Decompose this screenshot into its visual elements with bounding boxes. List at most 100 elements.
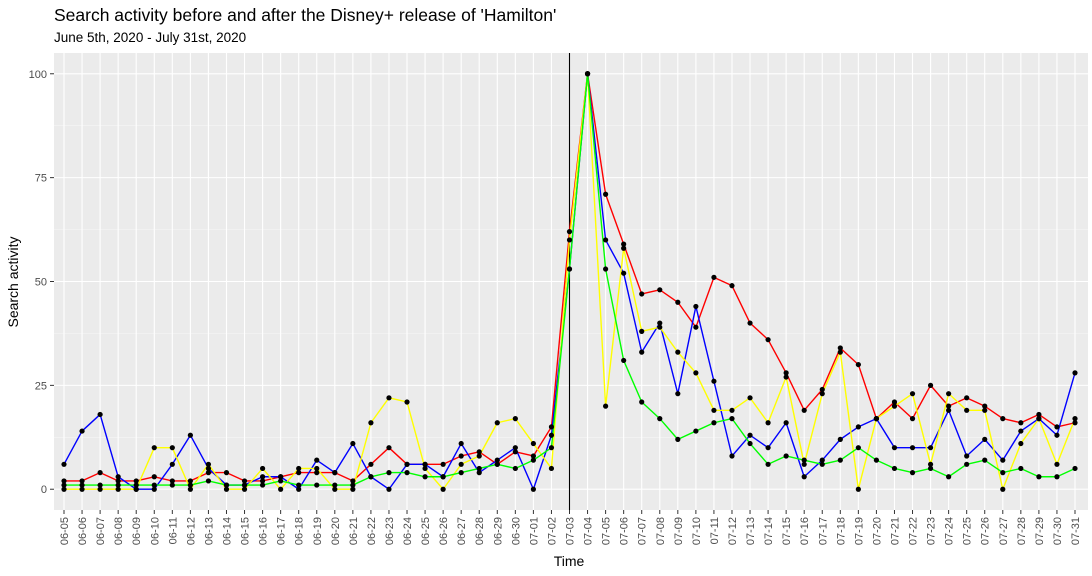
data-point	[621, 357, 627, 364]
y-tick-label: 0	[41, 484, 47, 496]
data-point	[79, 478, 85, 484]
data-point	[603, 191, 609, 197]
x-tick-label: 07-28	[1016, 517, 1028, 545]
data-point	[891, 465, 898, 472]
x-tick-label: 06-17	[276, 517, 288, 545]
data-point	[332, 482, 338, 488]
data-point	[368, 474, 374, 480]
data-point	[855, 486, 861, 492]
data-point	[603, 266, 609, 272]
data-point	[259, 465, 266, 472]
data-point	[548, 424, 555, 430]
data-point	[711, 378, 717, 384]
data-point	[1036, 416, 1042, 422]
x-tick-label: 06-20	[330, 517, 342, 545]
x-tick-label: 06-13	[203, 517, 215, 545]
data-point	[259, 478, 266, 484]
data-point	[1018, 428, 1024, 434]
data-point	[747, 440, 753, 447]
data-point	[115, 474, 121, 480]
x-tick-label: 07-03	[565, 517, 577, 545]
data-point	[458, 440, 464, 447]
data-point	[259, 482, 266, 488]
x-tick-label: 07-11	[709, 517, 721, 544]
data-point	[837, 349, 843, 355]
x-tick-label: 06-12	[185, 517, 197, 545]
data-point	[566, 266, 573, 272]
data-point	[946, 474, 952, 480]
x-tick-label: 06-21	[348, 517, 360, 545]
x-axis-title: Time	[554, 553, 585, 569]
data-point	[512, 465, 518, 472]
data-point	[1018, 440, 1024, 447]
data-point	[801, 461, 807, 467]
data-point	[151, 482, 157, 488]
data-point	[476, 453, 482, 459]
data-point	[855, 424, 861, 430]
data-point	[711, 274, 717, 280]
x-tick-label: 06-25	[420, 517, 432, 545]
data-point	[711, 420, 717, 426]
data-point	[97, 482, 103, 488]
data-point	[205, 465, 212, 472]
y-axis-title: Search activity	[5, 236, 21, 327]
data-point	[693, 370, 699, 376]
data-point	[1018, 420, 1024, 426]
x-tick-label: 06-24	[402, 517, 414, 545]
data-point	[639, 328, 645, 334]
x-tick-label: 07-24	[944, 517, 956, 545]
data-point	[548, 445, 555, 451]
data-point	[205, 478, 212, 484]
data-point	[621, 270, 627, 276]
data-point	[891, 403, 898, 409]
x-tick-label: 06-07	[95, 517, 107, 545]
data-point	[1054, 424, 1060, 430]
data-point	[404, 399, 410, 405]
data-point	[223, 482, 230, 488]
x-tick-label: 07-23	[926, 517, 938, 545]
data-point	[982, 407, 988, 413]
data-point	[169, 478, 175, 484]
x-tick-label: 06-08	[113, 517, 125, 545]
data-point	[241, 478, 248, 484]
x-tick-label: 07-04	[583, 517, 595, 545]
x-tick-label: 06-18	[294, 517, 306, 545]
data-point	[946, 403, 952, 409]
data-point	[530, 453, 536, 459]
data-point	[296, 470, 302, 476]
data-points	[61, 71, 1078, 492]
data-point	[332, 486, 338, 492]
x-tick-label: 07-13	[745, 517, 757, 545]
data-point	[187, 482, 193, 488]
x-tick-label: 06-30	[510, 517, 522, 545]
x-tick-label: 07-21	[889, 517, 901, 545]
data-point	[386, 395, 392, 401]
data-point	[1072, 465, 1078, 472]
data-point	[675, 391, 681, 397]
x-tick-label: 06-23	[384, 517, 396, 545]
data-point	[350, 486, 356, 492]
data-point	[603, 237, 609, 243]
x-tick-label: 07-20	[871, 517, 883, 545]
data-point	[278, 478, 284, 484]
x-tick-label: 07-30	[1052, 517, 1064, 545]
x-tick-label: 07-29	[1034, 517, 1046, 545]
data-point	[115, 482, 121, 488]
x-tick-label: 06-22	[366, 517, 378, 545]
x-tick-label: 07-18	[835, 517, 847, 545]
data-point	[440, 486, 446, 492]
data-point	[603, 403, 609, 409]
data-point	[964, 453, 970, 459]
chart-subtitle: June 5th, 2020 - July 31st, 2020	[54, 30, 247, 45]
data-point	[747, 432, 753, 438]
data-point	[801, 474, 807, 480]
data-point	[747, 320, 753, 326]
data-point	[621, 245, 627, 251]
data-point	[909, 416, 916, 422]
data-point	[296, 465, 302, 472]
data-point	[783, 374, 789, 380]
data-point	[693, 428, 699, 434]
data-point	[1036, 411, 1042, 418]
data-point	[151, 445, 157, 451]
data-point	[819, 457, 825, 463]
